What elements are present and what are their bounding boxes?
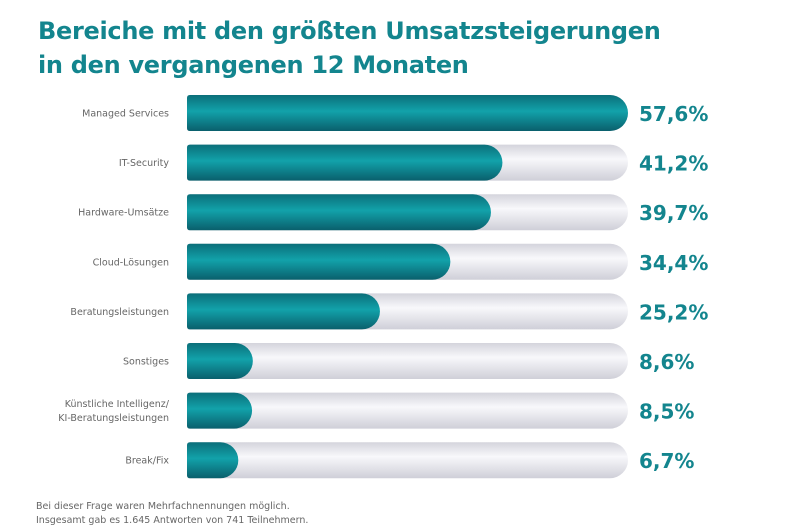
bar bbox=[187, 144, 503, 181]
bar bbox=[187, 392, 253, 429]
category-label: Managed Services bbox=[82, 109, 169, 120]
footnote: Bei dieser Frage waren Mehrfachnennungen… bbox=[36, 500, 308, 528]
bar bbox=[187, 243, 451, 280]
value-label: 39,7% bbox=[639, 201, 708, 225]
bar-track bbox=[187, 343, 628, 379]
bar bbox=[187, 95, 628, 131]
category-label: KI-Beratungsleistungen bbox=[58, 413, 169, 424]
footnote-line-2: Insgesamt gab es 1.645 Antworten von 741… bbox=[36, 515, 309, 526]
value-label: 8,6% bbox=[639, 350, 694, 374]
bar-track bbox=[187, 392, 628, 429]
value-label: 8,5% bbox=[639, 400, 694, 424]
category-label: Beratungsleistungen bbox=[70, 307, 169, 318]
category-label: Break/Fix bbox=[125, 456, 169, 467]
bar bbox=[187, 343, 253, 379]
footnote-line-1: Bei dieser Frage waren Mehrfachnennungen… bbox=[36, 501, 290, 512]
value-label: 34,4% bbox=[639, 251, 708, 275]
category-label: Cloud-Lösungen bbox=[93, 257, 169, 268]
category-label: IT-Security bbox=[119, 158, 170, 169]
category-label: Künstliche Intelligenz/ bbox=[65, 399, 170, 410]
value-label: 6,7% bbox=[639, 449, 694, 473]
bar-track bbox=[187, 442, 628, 479]
value-label: 41,2% bbox=[639, 152, 708, 176]
title-line-1: Bereiche mit den größten Umsatzsteigerun… bbox=[38, 17, 661, 45]
value-label: 57,6% bbox=[639, 102, 708, 126]
chart-title: Bereiche mit den größten Umsatzsteigerun… bbox=[38, 14, 661, 82]
bar bbox=[187, 442, 239, 479]
bar bbox=[187, 194, 491, 231]
category-label: Hardware-Umsätze bbox=[78, 208, 169, 219]
category-label: Sonstiges bbox=[123, 357, 169, 368]
value-label: 25,2% bbox=[639, 300, 708, 324]
bar bbox=[187, 293, 380, 330]
title-line-2: in den vergangenen 12 Monaten bbox=[38, 51, 469, 79]
